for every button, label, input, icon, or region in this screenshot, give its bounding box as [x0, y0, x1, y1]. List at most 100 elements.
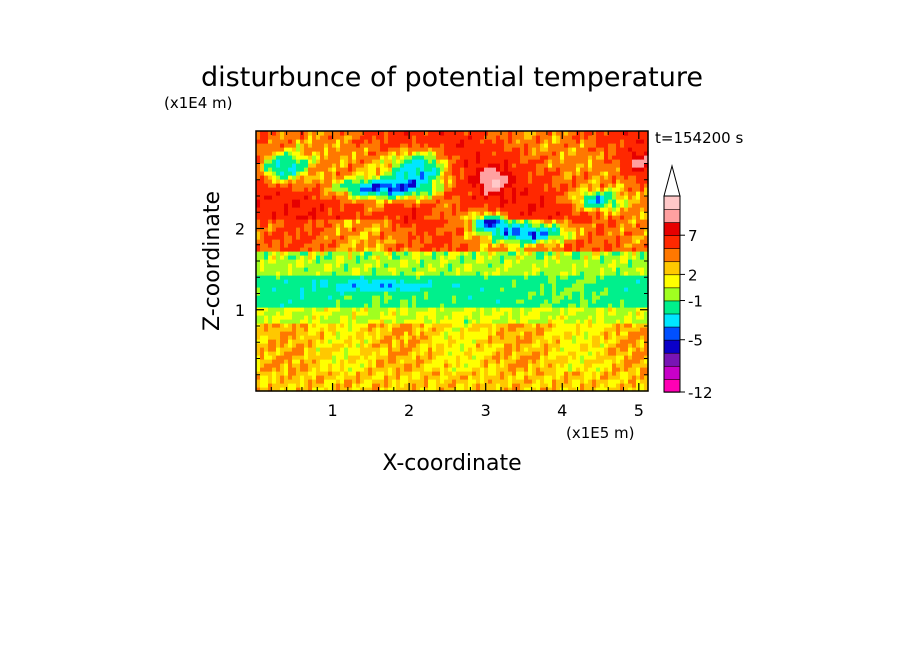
field-cell	[432, 187, 437, 192]
field-cell	[572, 315, 577, 320]
field-cell	[452, 263, 457, 268]
field-cell	[636, 251, 641, 256]
field-cell	[292, 215, 297, 220]
field-cell	[320, 355, 325, 360]
field-cell	[260, 375, 265, 380]
field-cell	[524, 279, 529, 284]
field-cell	[436, 379, 441, 384]
field-cell	[624, 327, 629, 332]
field-cell	[476, 211, 481, 216]
field-cell	[424, 303, 429, 308]
field-cell	[552, 323, 557, 328]
field-cell	[584, 227, 589, 232]
field-cell	[580, 355, 585, 360]
field-cell	[508, 283, 513, 288]
field-cell	[448, 223, 453, 228]
field-cell	[504, 291, 509, 296]
field-cell	[320, 323, 325, 328]
field-cell	[380, 243, 385, 248]
field-cell	[348, 239, 353, 244]
field-cell	[400, 299, 405, 304]
field-cell	[492, 227, 497, 232]
field-cell	[264, 271, 269, 276]
field-cell	[644, 311, 649, 316]
field-cell	[324, 215, 329, 220]
field-cell	[444, 187, 449, 192]
field-cell	[504, 331, 509, 336]
field-cell	[344, 271, 349, 276]
field-cell	[392, 243, 397, 248]
field-cell	[440, 275, 445, 280]
field-cell	[540, 239, 545, 244]
field-cell	[308, 379, 313, 384]
field-cell	[504, 307, 509, 312]
field-cell	[368, 239, 373, 244]
field-cell	[544, 255, 549, 260]
field-cell	[516, 199, 521, 204]
field-cell	[312, 379, 317, 384]
field-cell	[532, 199, 537, 204]
field-cell	[388, 283, 393, 288]
field-cell	[344, 187, 349, 192]
field-cell	[300, 199, 305, 204]
field-cell	[520, 363, 525, 368]
field-cell	[560, 199, 565, 204]
field-cell	[596, 351, 601, 356]
field-cell	[464, 295, 469, 300]
field-cell	[360, 343, 365, 348]
field-cell	[616, 315, 621, 320]
field-cell	[540, 327, 545, 332]
field-cell	[300, 339, 305, 344]
field-cell	[492, 235, 497, 240]
field-cell	[620, 247, 625, 252]
field-cell	[420, 355, 425, 360]
field-cell	[416, 363, 421, 368]
field-cell	[296, 355, 301, 360]
field-cell	[560, 359, 565, 364]
field-cell	[348, 279, 353, 284]
field-cell	[280, 199, 285, 204]
field-cell	[620, 343, 625, 348]
field-cell	[420, 363, 425, 368]
field-cell	[312, 239, 317, 244]
field-cell	[296, 283, 301, 288]
field-cell	[444, 235, 449, 240]
field-cell	[420, 311, 425, 316]
field-cell	[412, 243, 417, 248]
field-cell	[608, 187, 613, 192]
field-cell	[544, 327, 549, 332]
field-cell	[620, 359, 625, 364]
field-cell	[460, 387, 465, 392]
field-cell	[488, 287, 493, 292]
field-cell	[424, 307, 429, 312]
field-cell	[568, 295, 573, 300]
field-cell	[432, 259, 437, 264]
field-cell	[620, 323, 625, 328]
field-cell	[428, 267, 433, 272]
field-cell	[564, 191, 569, 196]
field-cell	[404, 291, 409, 296]
field-cell	[264, 323, 269, 328]
field-cell	[496, 279, 501, 284]
field-cell	[308, 347, 313, 352]
field-cell	[624, 279, 629, 284]
field-cell	[580, 279, 585, 284]
field-cell	[644, 215, 649, 220]
field-cell	[296, 207, 301, 212]
field-cell	[596, 255, 601, 260]
field-cell	[300, 303, 305, 308]
field-cell	[412, 223, 417, 228]
field-cell	[464, 299, 469, 304]
field-cell	[644, 279, 649, 284]
field-cell	[492, 271, 497, 276]
field-cell	[396, 275, 401, 280]
field-cell	[472, 319, 477, 324]
field-cell	[592, 355, 597, 360]
field-cell	[540, 211, 545, 216]
field-cell	[424, 379, 429, 384]
field-cell	[268, 347, 273, 352]
field-cell	[528, 255, 533, 260]
field-cell	[500, 187, 505, 192]
field-cell	[416, 227, 421, 232]
field-cell	[432, 311, 437, 316]
